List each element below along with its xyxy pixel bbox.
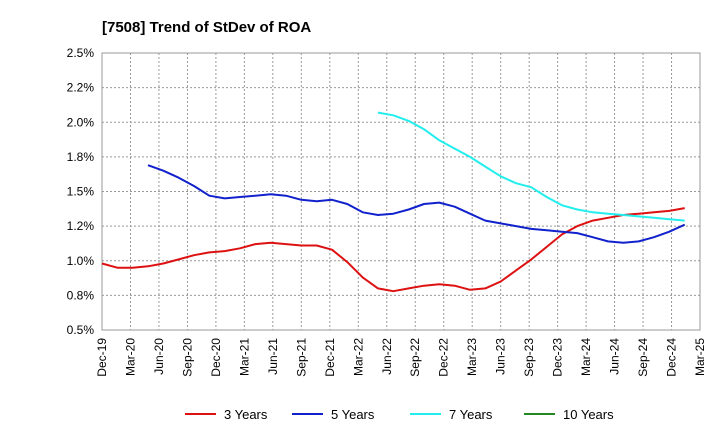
x-tick-label: Jun-24 xyxy=(608,338,622,375)
y-tick-label: 1.0% xyxy=(67,254,95,268)
x-tick-label: Dec-24 xyxy=(665,338,679,377)
y-tick-label: 2.5% xyxy=(67,46,95,60)
x-tick-label: Sep-20 xyxy=(180,338,194,377)
x-tick-label: Jun-20 xyxy=(152,338,166,375)
legend-label: 3 Years xyxy=(224,407,268,422)
x-tick-label: Mar-24 xyxy=(579,338,593,376)
x-tick-label: Sep-22 xyxy=(408,338,422,377)
x-tick-label: Sep-21 xyxy=(294,338,308,377)
series-line-5-years xyxy=(147,164,686,244)
x-tick-label: Mar-21 xyxy=(237,338,251,376)
x-tick-label: Dec-22 xyxy=(437,338,451,377)
x-tick-label: Jun-22 xyxy=(380,338,394,375)
y-tick-label: 0.5% xyxy=(67,323,95,337)
chart-title: [7508] Trend of StDev of ROA xyxy=(102,19,311,36)
y-tick-label: 2.0% xyxy=(67,115,95,129)
x-tick-label: Sep-23 xyxy=(522,338,536,377)
x-tick-label: Dec-21 xyxy=(323,338,337,377)
x-tick-label: Mar-25 xyxy=(693,338,707,376)
legend-label: 7 Years xyxy=(449,407,493,422)
x-tick-label: Dec-20 xyxy=(209,338,223,377)
x-tick-label: Dec-23 xyxy=(551,338,565,377)
series-line-3-years xyxy=(101,207,685,293)
legend: 3 Years 5 Years 7 Years 10 Years xyxy=(185,407,614,422)
y-tick-label: 1.5% xyxy=(67,185,95,199)
x-tick-label: Jun-23 xyxy=(494,338,508,375)
legend-label: 5 Years xyxy=(331,407,375,422)
x-axis-ticks: Dec-19 Mar-20 Jun-20 Sep-20 Dec-20 Mar-21 Jun-… xyxy=(95,338,707,377)
x-tick-label: Mar-22 xyxy=(351,338,365,376)
x-tick-label: Mar-23 xyxy=(465,338,479,376)
series-line-7-years xyxy=(377,111,685,222)
x-tick-label: Mar-20 xyxy=(123,338,137,376)
x-tick-label: Sep-24 xyxy=(636,338,650,377)
x-tick-label: Jun-21 xyxy=(266,338,280,375)
x-tick-label: Dec-19 xyxy=(95,338,109,377)
y-axis-ticks: 0.5% 0.8% 1.0% 1.2% 1.5% 1.8% 2.0% 2.2% 2.5% xyxy=(67,46,95,337)
y-tick-label: 2.2% xyxy=(67,81,95,95)
series-lines xyxy=(101,111,686,293)
y-tick-label: 0.8% xyxy=(67,288,95,302)
legend-label: 10 Years xyxy=(563,407,614,422)
y-tick-label: 1.8% xyxy=(67,150,95,164)
y-tick-label: 1.2% xyxy=(67,219,95,233)
